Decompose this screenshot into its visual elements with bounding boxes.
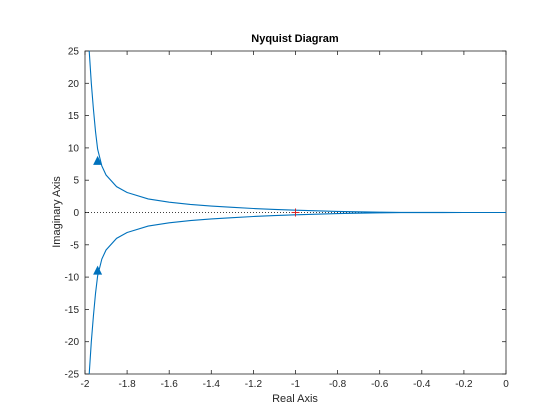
x-tick-label: -0.4 bbox=[413, 379, 431, 390]
x-tick-label: -1.6 bbox=[161, 379, 179, 390]
direction-arrow-1 bbox=[93, 155, 103, 165]
y-tick-label: -15 bbox=[65, 305, 80, 316]
plot-content bbox=[85, 50, 507, 375]
y-tick-label: 15 bbox=[68, 111, 80, 122]
x-tick-label: -0.2 bbox=[455, 379, 473, 390]
y-tick-label: 20 bbox=[68, 79, 80, 90]
x-tick-label: -1.4 bbox=[203, 379, 221, 390]
x-tick-label: -1.2 bbox=[245, 379, 263, 390]
x-tick-label: -0.6 bbox=[371, 379, 389, 390]
x-tick-label: -1 bbox=[291, 379, 300, 390]
y-tick-label: 25 bbox=[68, 47, 80, 58]
y-tick-label: -10 bbox=[65, 273, 80, 284]
x-axis-label: Real Axis bbox=[272, 393, 318, 405]
tick-group: -2 -1.8 -1.6 -1.4 -1.2 -1 -0.8 -0.6 -0.4 -0.2 0 25 2… bbox=[65, 47, 510, 391]
y-tick-label: -5 bbox=[70, 240, 79, 251]
y-tick-label: 10 bbox=[68, 143, 80, 154]
direction-arrow-2 bbox=[93, 265, 103, 275]
x-tick-label: 0 bbox=[503, 379, 509, 390]
chart-title: Nyquist Diagram bbox=[251, 33, 339, 45]
y-axis-label: Imaginary Axis bbox=[51, 176, 63, 248]
y-tick-label: 5 bbox=[73, 176, 79, 187]
y-tick-label: 0 bbox=[73, 208, 79, 219]
y-tick-label: -25 bbox=[65, 370, 80, 381]
x-tick-label: -2 bbox=[81, 379, 90, 390]
x-tick-label: -0.8 bbox=[329, 379, 347, 390]
x-tick-label: -1.8 bbox=[118, 379, 136, 390]
y-tick-label: -20 bbox=[65, 337, 80, 348]
critical-point-marker bbox=[291, 208, 300, 217]
